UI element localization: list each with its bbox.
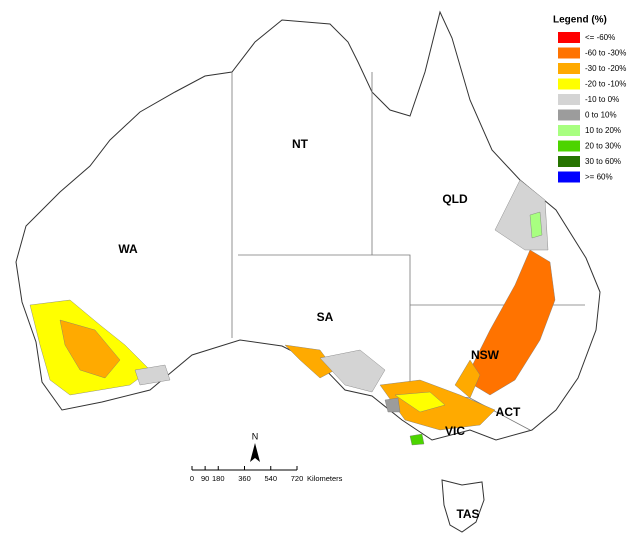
area — [454, 359, 481, 399]
area — [529, 211, 543, 239]
area — [134, 364, 171, 386]
state-label: WA — [118, 242, 138, 256]
area — [284, 344, 336, 379]
legend-swatch — [558, 125, 580, 136]
legend-label: -20 to -10% — [585, 80, 626, 89]
state-label: TAS — [456, 507, 479, 521]
legend-label: >= 60% — [585, 173, 613, 182]
scale-label: 90 — [201, 474, 209, 483]
legend-swatch — [558, 47, 580, 59]
area — [394, 391, 446, 413]
legend-swatch — [558, 32, 580, 43]
legend-label: 10 to 20% — [585, 126, 621, 135]
legend-label: -30 to -20% — [585, 64, 626, 73]
tasmania — [441, 479, 485, 533]
legend-label: <= -60% — [585, 33, 615, 42]
state-label: SA — [317, 310, 334, 324]
legend-label: 20 to 30% — [585, 142, 621, 151]
data-areas — [29, 179, 556, 446]
north-arrow-shape — [250, 443, 260, 462]
mainland — [15, 10, 601, 441]
area — [319, 349, 386, 393]
scale-label: 0 — [190, 474, 194, 483]
scale-label: 360 — [238, 474, 251, 483]
legend-swatch — [558, 109, 580, 121]
area — [409, 433, 425, 446]
scale-label: 540 — [264, 474, 277, 483]
legend-swatch — [558, 63, 580, 74]
area — [464, 249, 556, 396]
sa-border — [238, 254, 411, 395]
area — [384, 397, 401, 413]
legend-swatch — [558, 78, 580, 90]
state-label: QLD — [442, 192, 468, 206]
state-label: NT — [292, 137, 309, 151]
north-arrow: N — [250, 431, 260, 462]
legend-title: Legend (%) — [553, 15, 607, 26]
legend-swatch — [558, 171, 580, 183]
state-label: NSW — [471, 348, 500, 362]
legend-label: 0 to 10% — [585, 111, 617, 120]
area — [59, 319, 121, 379]
north-label: N — [252, 431, 259, 441]
scale-label: 180 — [212, 474, 225, 483]
legend-label: 30 to 60% — [585, 157, 621, 166]
state-label: ACT — [496, 405, 521, 419]
legend-swatch — [558, 94, 580, 105]
scale-label: 720 — [291, 474, 304, 483]
legend-label: -60 to -30% — [585, 49, 626, 58]
legend-swatch — [558, 156, 580, 167]
state-label: VIC — [445, 424, 465, 438]
legend-swatch — [558, 140, 580, 152]
scale-unit: Kilometers — [307, 474, 343, 483]
legend-label: -10 to 0% — [585, 95, 619, 104]
